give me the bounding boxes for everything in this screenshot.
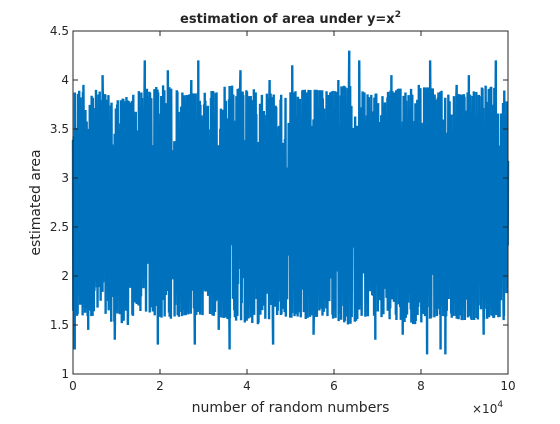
chart-title: estimation of area under y=x2 bbox=[180, 10, 401, 27]
chart-title-superscript: 2 bbox=[395, 10, 401, 20]
y-tick-label: 1.5 bbox=[50, 318, 69, 332]
series-line bbox=[71, 50, 510, 355]
y-tick-label: 1 bbox=[61, 367, 69, 381]
y-axis-label: estimated area bbox=[28, 149, 44, 255]
y-tick-label: 3 bbox=[61, 171, 69, 185]
x-axis-exponent-power: 4 bbox=[497, 400, 503, 410]
x-tick-label: 0 bbox=[69, 379, 77, 393]
x-axis-exponent: ×104 bbox=[472, 400, 503, 416]
y-tick-label: 2.5 bbox=[50, 220, 69, 234]
y-tick-label: 2 bbox=[61, 269, 69, 283]
axes-box bbox=[72, 30, 509, 375]
tick-layer: 0 2 4 6 8 10 1 1.5 2 2.5 3 3.5 4 4.5 bbox=[50, 24, 516, 393]
x-tick-label: 2 bbox=[156, 379, 164, 393]
x-axis-exponent-base: ×10 bbox=[472, 402, 497, 416]
y-tick-label: 4.5 bbox=[50, 24, 69, 38]
x-tick-label: 10 bbox=[500, 379, 515, 393]
y-tick-label: 3.5 bbox=[50, 122, 69, 136]
series-layer bbox=[71, 50, 510, 355]
x-axis-label: number of random numbers bbox=[192, 400, 390, 416]
x-tick-label: 4 bbox=[243, 379, 251, 393]
x-tick-label: 6 bbox=[330, 379, 338, 393]
y-tick-label: 4 bbox=[61, 73, 69, 87]
chart-title-text: estimation of area under y=x bbox=[180, 12, 395, 27]
x-tick-label: 8 bbox=[417, 379, 425, 393]
